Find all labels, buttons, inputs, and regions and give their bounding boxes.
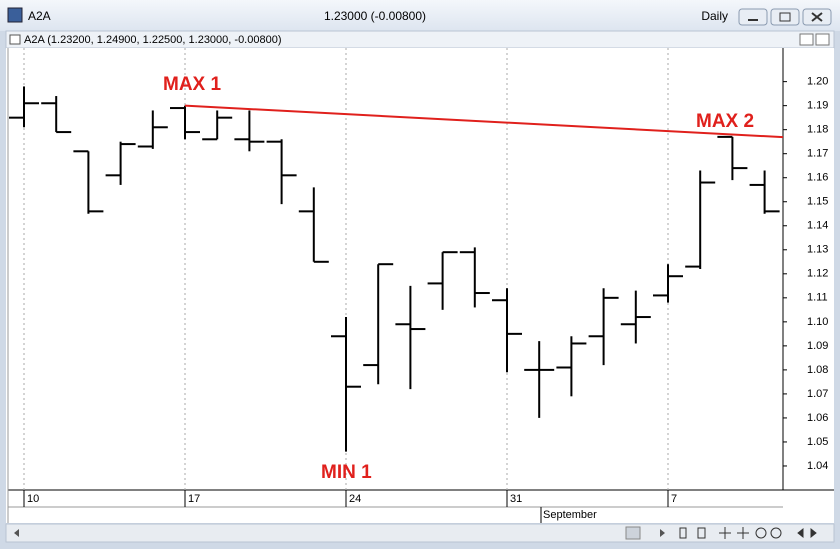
y-tick-label: 1.18 — [807, 124, 828, 136]
y-tick-label: 1.05 — [807, 436, 828, 448]
close-pane-button[interactable] — [815, 33, 830, 46]
trendline — [184, 104, 784, 139]
y-tick-label: 1.09 — [807, 340, 828, 352]
toolbar-button[interactable] — [719, 527, 731, 539]
y-tick-label: 1.16 — [807, 172, 828, 184]
toolbar-button[interactable] — [755, 527, 767, 539]
scroll-right[interactable] — [660, 529, 665, 537]
x-tick-label: 7 — [671, 493, 677, 505]
y-tick-label: 1.19 — [807, 100, 828, 112]
window-quote: 1.23000 (-0.00800) — [324, 9, 426, 23]
scrollbar[interactable] — [5, 523, 835, 543]
title-bar — [0, 0, 840, 31]
y-tick-label: 1.04 — [807, 460, 828, 472]
toolbar-button[interactable] — [770, 527, 782, 539]
restore-pane-button[interactable] — [799, 33, 814, 46]
y-tick-label: 1.13 — [807, 244, 828, 256]
annotation: MAX 2 — [696, 111, 754, 132]
y-tick-label: 1.17 — [807, 148, 828, 160]
y-tick-label: 1.20 — [807, 76, 828, 88]
toolbar-button[interactable] — [697, 527, 706, 539]
maximize-button[interactable] — [770, 8, 800, 26]
y-tick-label: 1.06 — [807, 412, 828, 424]
window-symbol: A2A — [28, 9, 51, 23]
y-tick-label: 1.08 — [807, 364, 828, 376]
toolbar-button[interactable] — [737, 527, 749, 539]
app-icon — [7, 7, 23, 23]
y-tick-label: 1.11 — [807, 292, 828, 304]
maximize-glyph — [779, 12, 791, 22]
month-label: September — [543, 509, 597, 521]
y-tick-label: 1.07 — [807, 388, 828, 400]
toolbar-button[interactable] — [797, 527, 804, 539]
x-tick-label: 24 — [349, 493, 361, 505]
chart-icon — [9, 34, 21, 45]
x-tick-label: 10 — [27, 493, 39, 505]
scroll-thumb[interactable] — [625, 526, 641, 540]
close-glyph — [811, 12, 823, 22]
annotation: MIN 1 — [321, 462, 372, 483]
scroll-left[interactable] — [14, 529, 19, 537]
annotation: MAX 1 — [163, 74, 222, 95]
x-tick-label: 31 — [510, 493, 522, 505]
toolbar-button[interactable] — [810, 527, 817, 539]
toolbar-icons — [679, 527, 817, 539]
window-period: Daily — [701, 9, 728, 23]
plot-area — [6, 48, 834, 523]
y-tick-label: 1.10 — [807, 316, 828, 328]
y-tick-label: 1.15 — [807, 196, 828, 208]
toolbar-button[interactable] — [679, 527, 687, 539]
x-tick-label: 17 — [188, 493, 200, 505]
minimize-button[interactable] — [738, 8, 768, 26]
y-tick-label: 1.14 — [807, 220, 828, 232]
y-tick-label: 1.12 — [807, 268, 828, 280]
chart-title: A2A (1.23200, 1.24900, 1.22500, 1.23000,… — [24, 34, 282, 46]
